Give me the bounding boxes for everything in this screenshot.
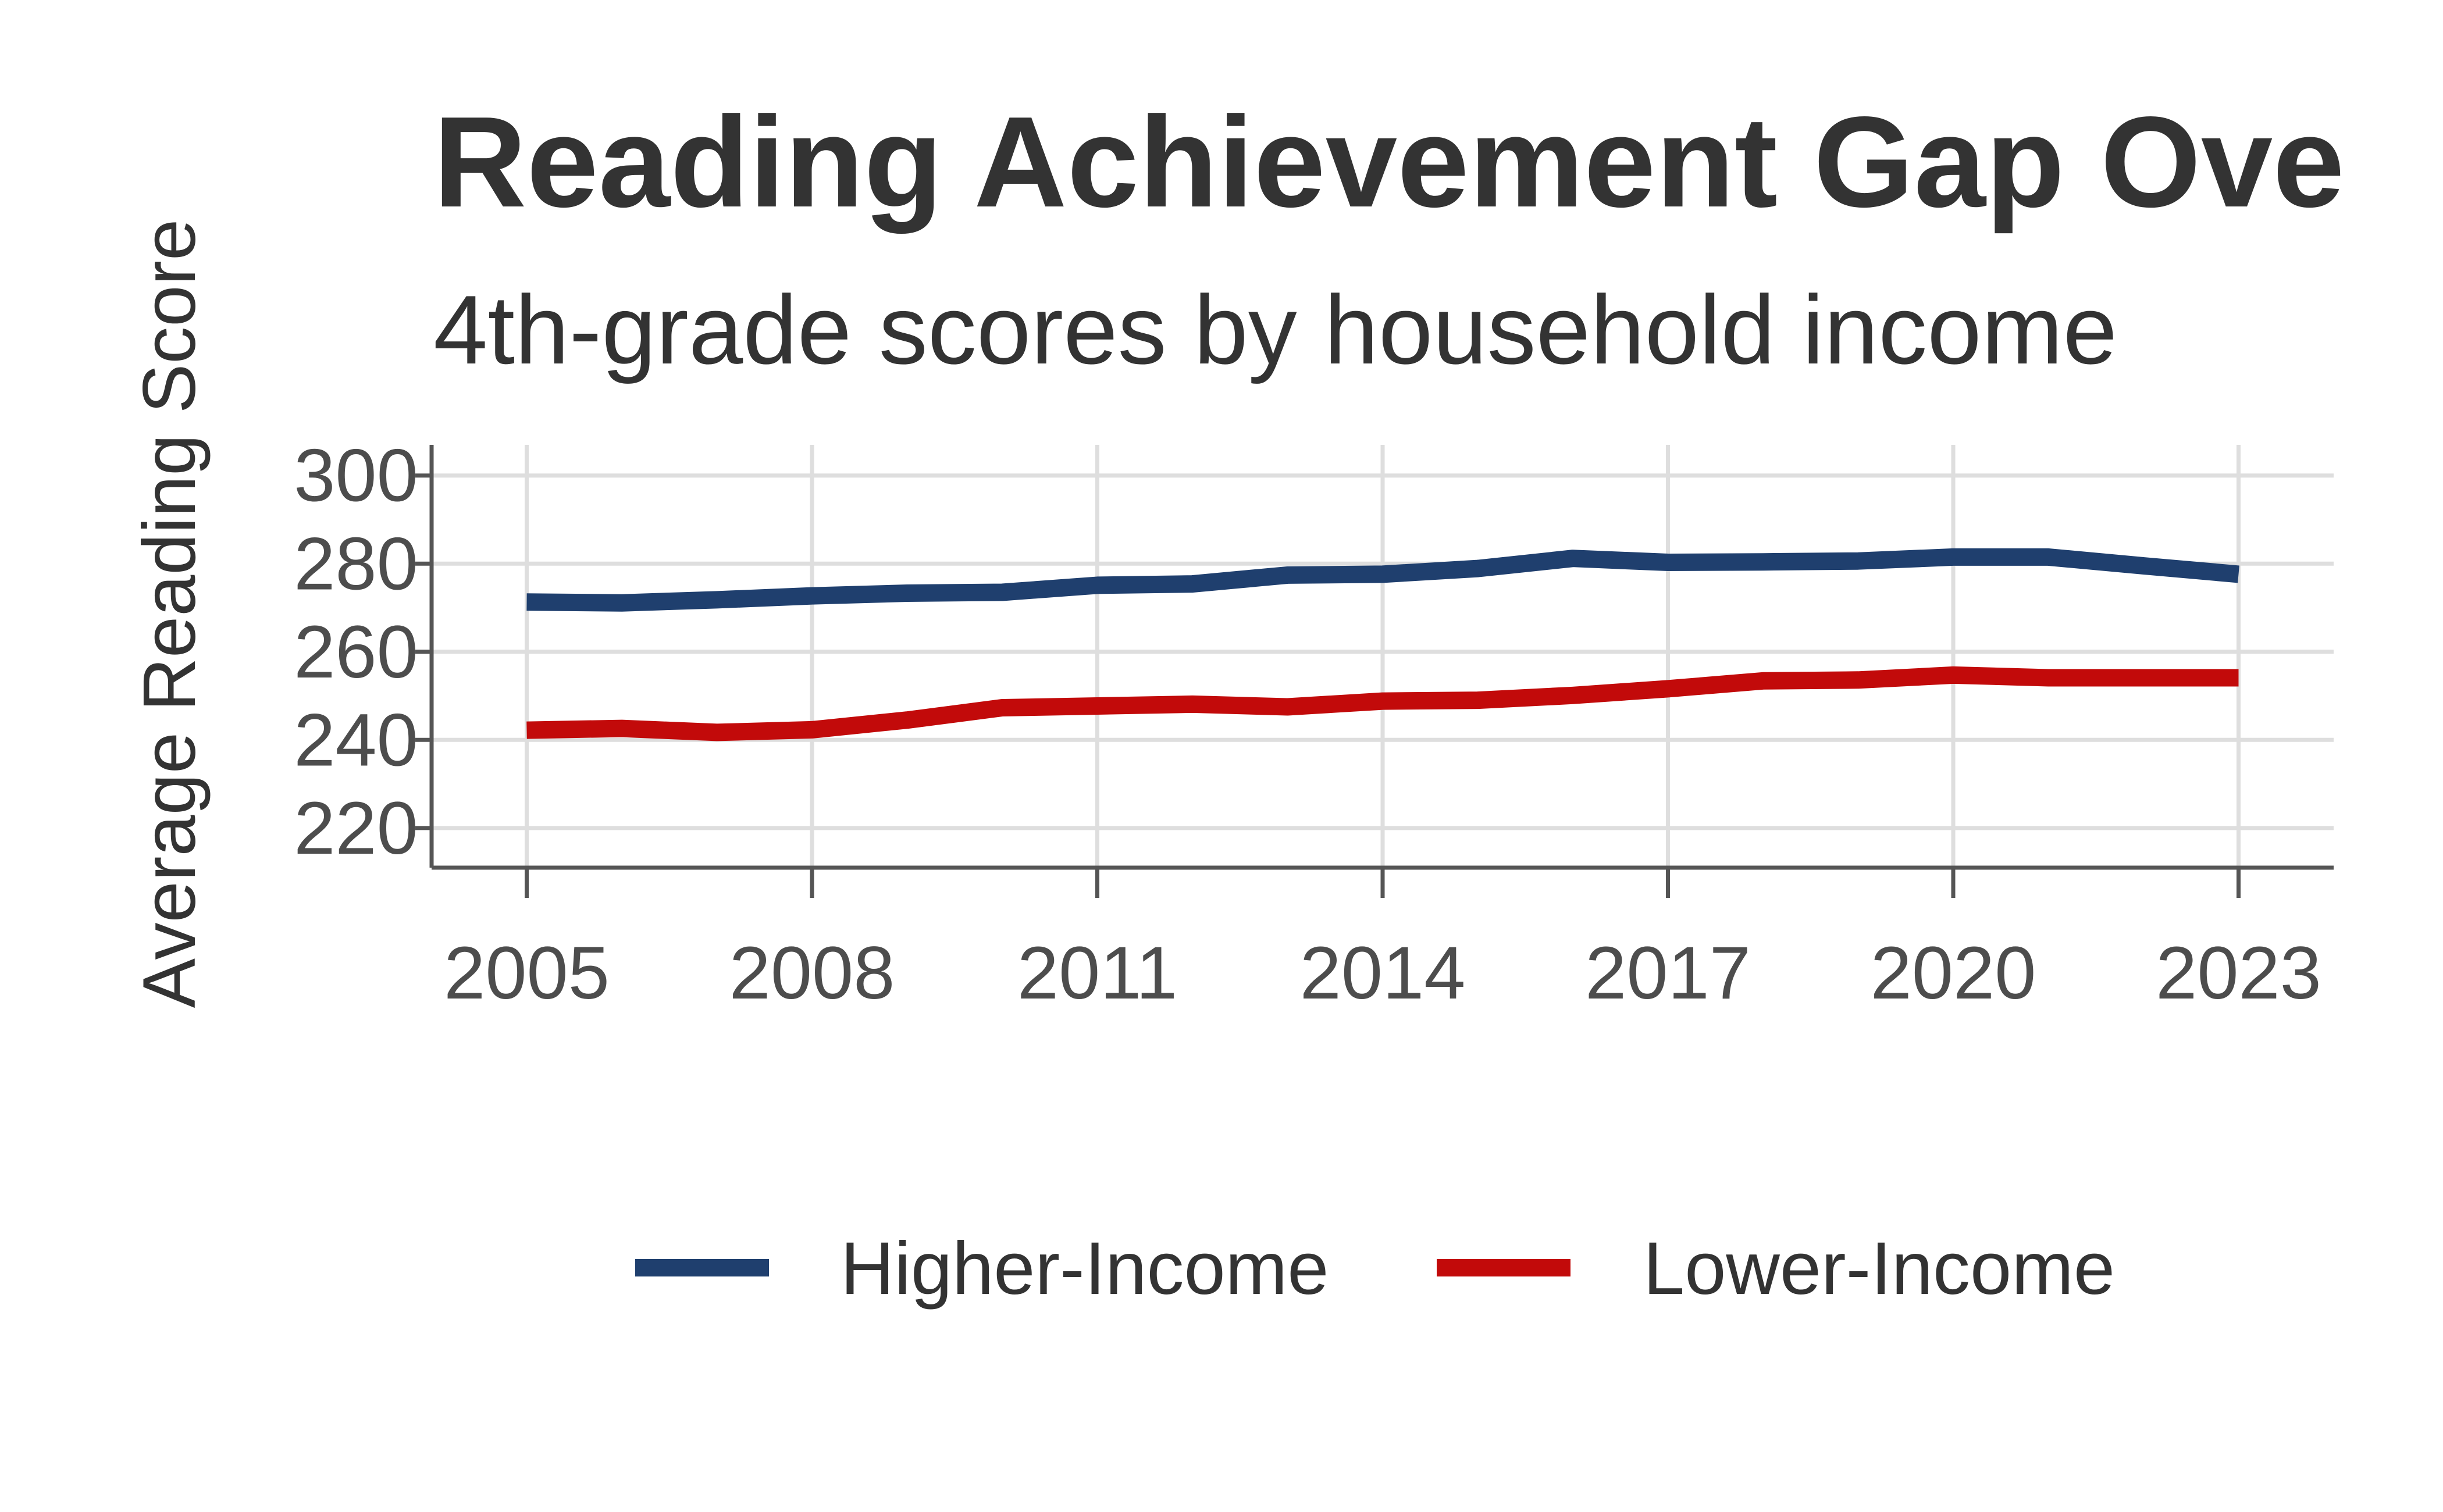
chart-subtitle: 4th-grade scores by household income: [433, 275, 2117, 384]
y-tick-label: 260: [294, 611, 418, 694]
series-line-lower-income: [526, 666, 2239, 741]
x-tick-label: 2017: [1585, 932, 1751, 1015]
legend-label: Lower-Income: [1643, 1227, 2115, 1310]
y-tick-label: 280: [294, 522, 418, 605]
x-tick-label: 2011: [1017, 932, 1177, 1015]
series-line-higher-income: [526, 548, 2239, 612]
axes: [415, 445, 2334, 898]
series-lines: [526, 548, 2239, 741]
legend-label: Higher-Income: [841, 1227, 1329, 1310]
x-tick-label: 2020: [1871, 932, 2036, 1015]
chart-title: Reading Achievement Gap Ove: [433, 90, 2345, 234]
x-tick-label: 2005: [444, 932, 610, 1015]
grid: [432, 445, 2334, 868]
x-tick-label: 2023: [2156, 932, 2321, 1015]
x-tick-label: 2008: [729, 932, 895, 1015]
y-axis-label: Average Reading Score: [128, 219, 211, 1008]
legend: Higher-Income Lower-Income: [635, 1227, 2115, 1310]
y-tick-label: 220: [294, 787, 418, 870]
y-tick-label: 240: [294, 698, 418, 782]
y-tick-label: 300: [294, 434, 418, 518]
x-tick-label: 2014: [1300, 932, 1466, 1015]
